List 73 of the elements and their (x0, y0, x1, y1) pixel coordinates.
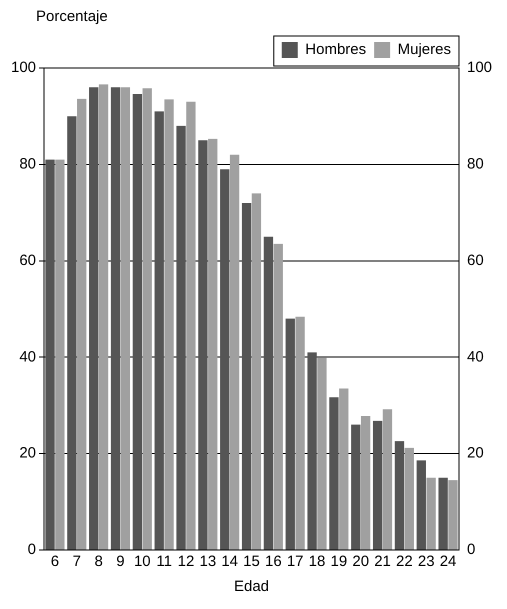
bar (416, 460, 426, 550)
x-tick-label: 24 (440, 553, 456, 570)
y-tick-label: 100 (10, 59, 36, 76)
x-tick-label: 10 (134, 553, 151, 570)
bar (286, 318, 295, 550)
legend-label: Mujeres (398, 41, 451, 58)
y2-tick-label: 20 (466, 444, 484, 462)
bar (67, 116, 77, 550)
bar (110, 87, 120, 550)
bar (438, 478, 448, 550)
bar (295, 316, 305, 550)
x-tick-label: 19 (330, 553, 348, 570)
bar (242, 202, 252, 550)
bar (274, 244, 283, 550)
x-tick-label: 6 (50, 553, 60, 570)
x-tick-label: 17 (286, 553, 304, 570)
bar (317, 357, 327, 550)
x-tick-label: 23 (418, 553, 435, 570)
bar (120, 87, 130, 550)
y-axis-title: Porcentaje (35, 8, 109, 27)
y2-tick-label: 100 (466, 59, 492, 76)
x-tick-label: 8 (94, 553, 103, 570)
bar (77, 98, 86, 550)
y-tick-label: 0 (28, 541, 36, 558)
legend-label: Hombres (305, 41, 366, 58)
x-tick-label: 11 (156, 553, 172, 570)
x-tick-label: 18 (308, 553, 326, 570)
x-tick-label: 7 (72, 553, 81, 570)
y-tick-label: 80 (19, 156, 36, 173)
y-tick-label: 40 (19, 348, 36, 366)
bar (404, 448, 414, 550)
y-tick-label: 60 (19, 252, 36, 269)
bar (382, 409, 392, 550)
bar (164, 99, 174, 550)
bar (252, 193, 262, 550)
bar (372, 420, 382, 550)
bar (186, 102, 196, 550)
x-tick-label: 22 (396, 553, 413, 570)
bar (230, 154, 240, 550)
bar (360, 416, 370, 550)
bar (208, 138, 218, 550)
bar (220, 169, 230, 550)
bar (329, 397, 339, 550)
bar (198, 140, 208, 550)
bar (45, 160, 55, 550)
x-tick-label: 14 (221, 553, 238, 570)
bar (394, 441, 404, 550)
x-tick-label: 21 (374, 553, 391, 570)
x-tick-label: 20 (352, 553, 370, 570)
x-axis-title: Edad (234, 578, 270, 596)
y2-tick-label: 40 (466, 348, 484, 366)
x-tick-label: 9 (116, 553, 125, 570)
bar (264, 236, 274, 550)
bar (426, 478, 436, 550)
x-tick-label: 12 (178, 553, 194, 570)
x-tick-label: 13 (199, 553, 216, 570)
bar (307, 352, 317, 550)
bar (132, 94, 142, 550)
x-tick-label: 16 (264, 553, 282, 570)
y2-tick-label: 0 (466, 541, 476, 558)
bar (339, 388, 348, 550)
y-tick-label: 20 (19, 444, 36, 462)
y2-tick-label: 60 (466, 252, 484, 269)
bar (351, 424, 360, 550)
bar (154, 111, 164, 550)
y2-tick-label: 80 (466, 156, 484, 173)
bar (176, 126, 186, 550)
bar (142, 88, 152, 550)
bar (448, 480, 458, 550)
bar (55, 160, 65, 550)
bar (89, 87, 98, 550)
bar (98, 84, 108, 550)
x-tick-label: 15 (243, 553, 260, 570)
